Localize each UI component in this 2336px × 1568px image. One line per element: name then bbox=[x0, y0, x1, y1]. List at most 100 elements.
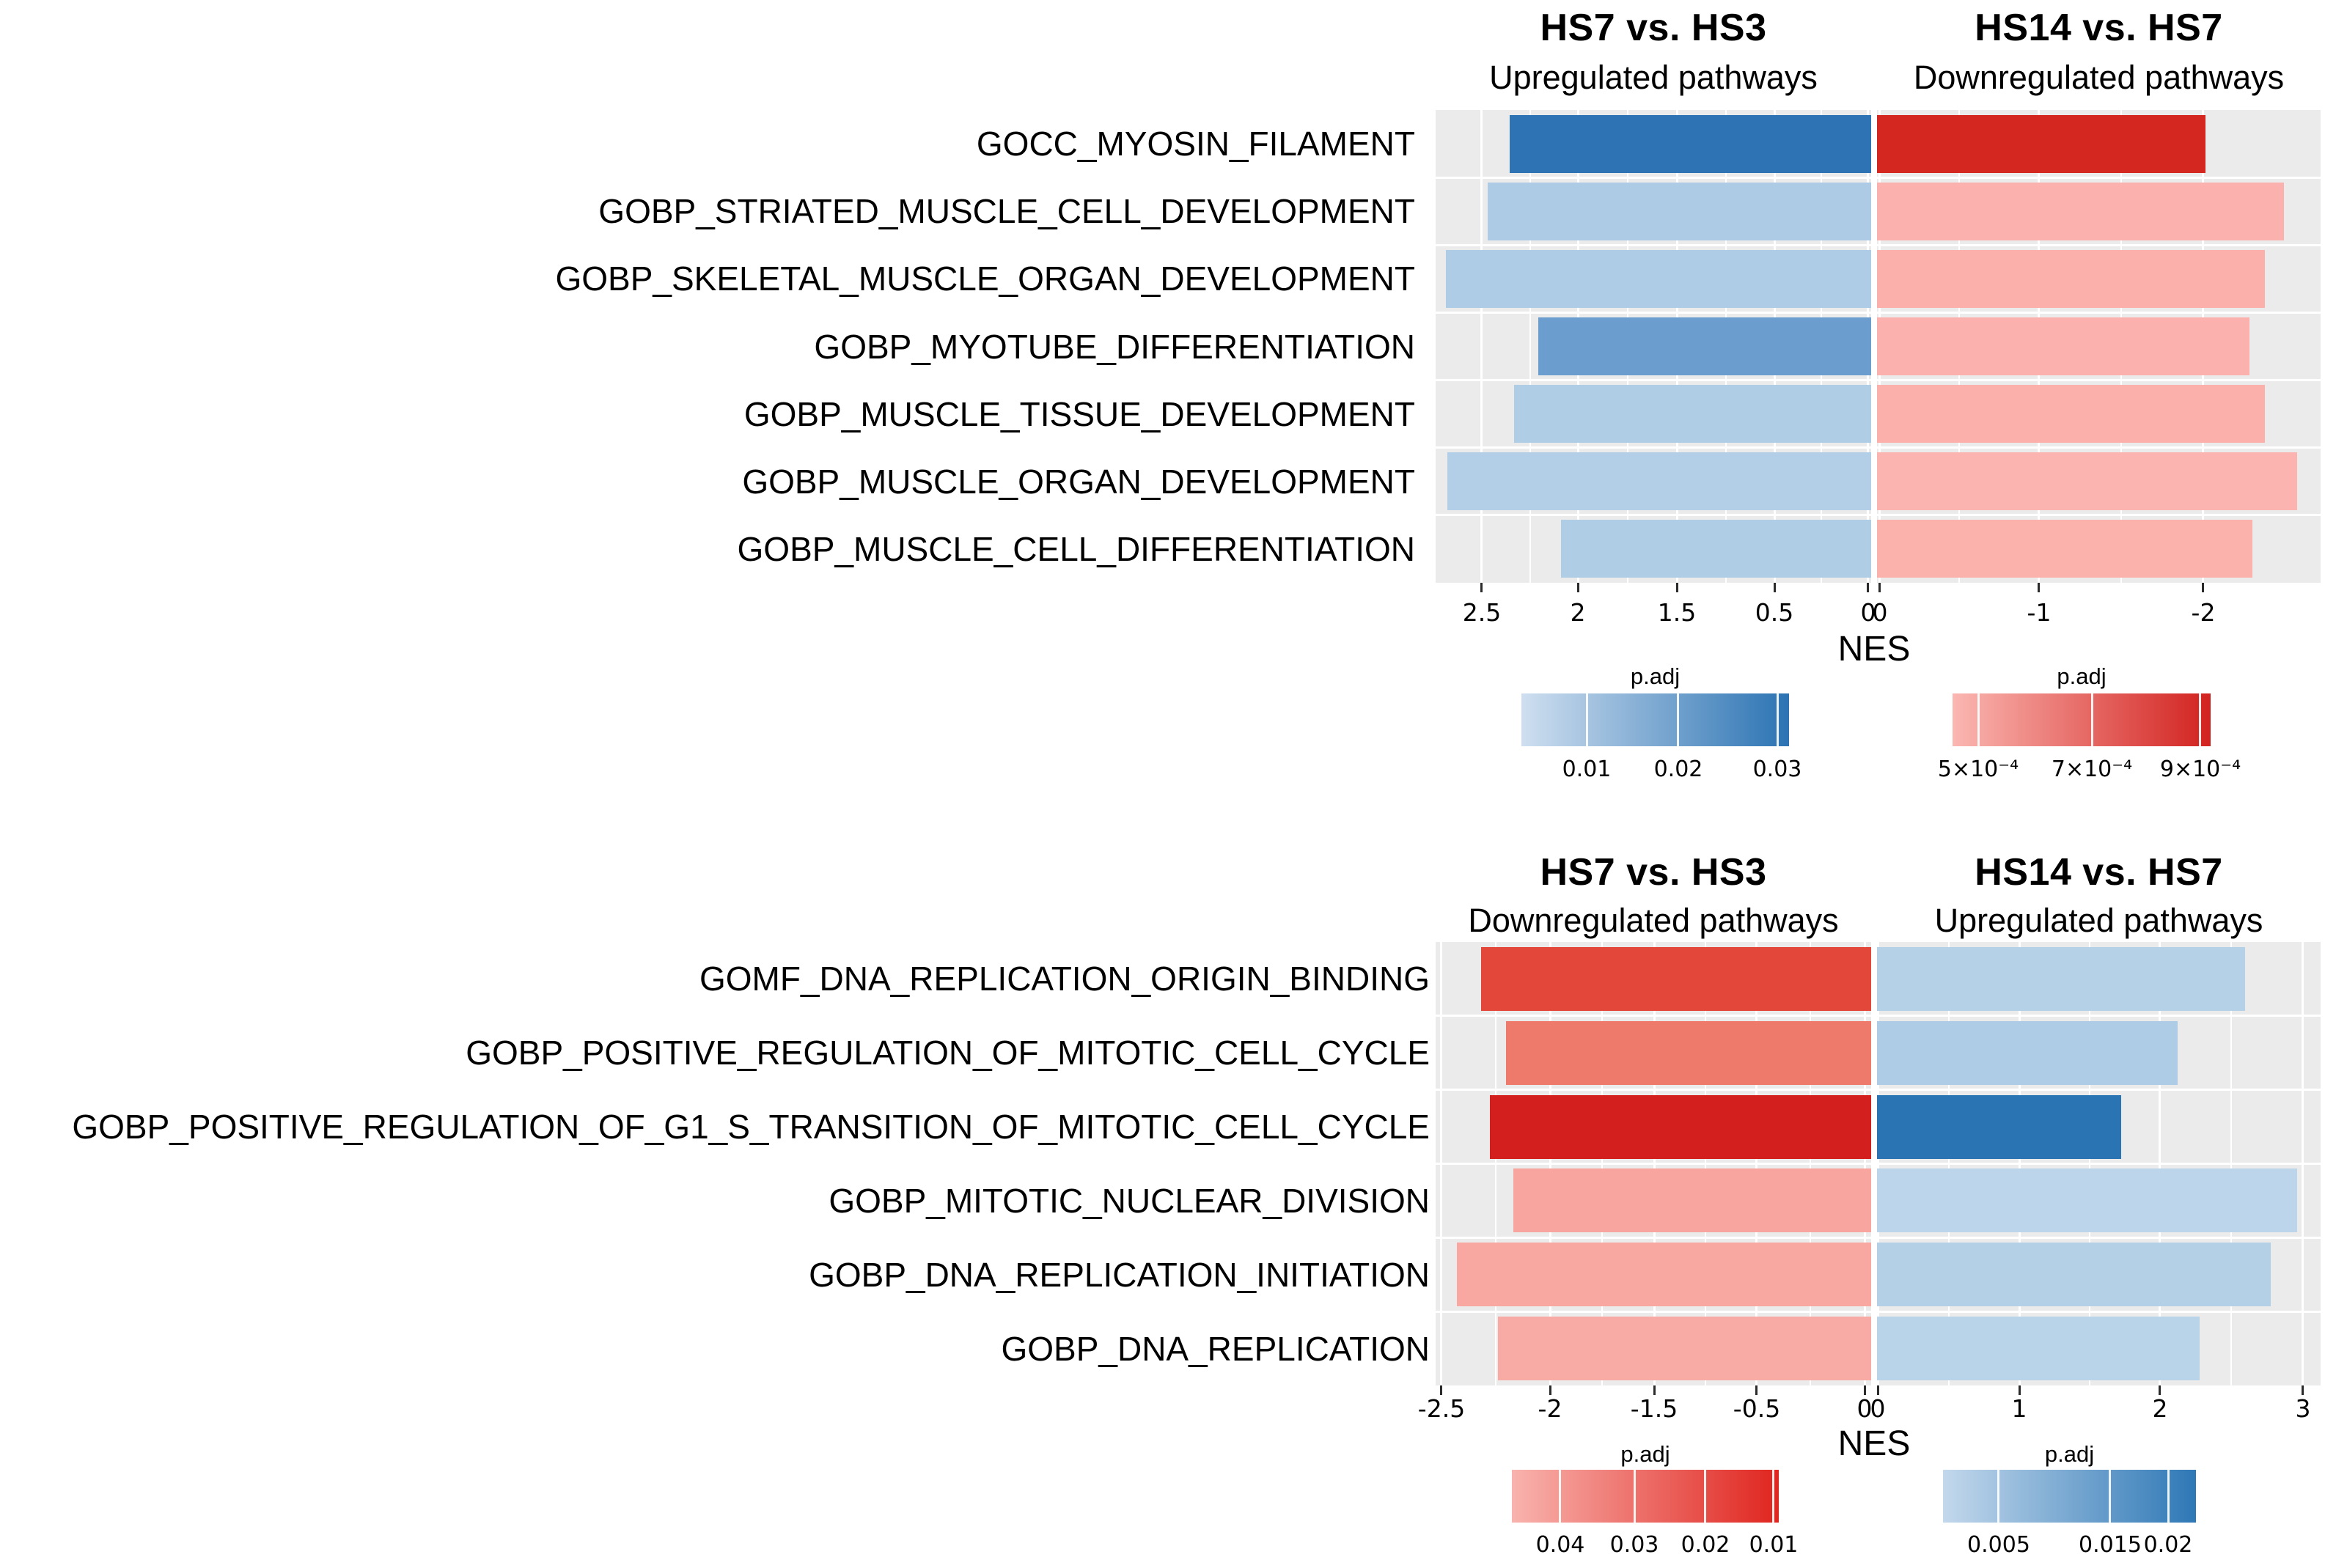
facet-panel bbox=[1877, 942, 2321, 1385]
row-gridline bbox=[1436, 1237, 1871, 1239]
pathway-label: GOBP_POSITIVE_REGULATION_OF_G1_S_TRANSIT… bbox=[72, 1108, 1430, 1146]
row-gridline bbox=[1436, 514, 1871, 516]
facet-title: HS14 vs. HS7 bbox=[1975, 851, 2223, 894]
nes-bar bbox=[1481, 947, 1871, 1011]
legend-tick-mark bbox=[1777, 693, 1779, 746]
legend-gradient bbox=[1521, 693, 1789, 746]
legend-tick-label: 5×10⁻⁴ bbox=[1937, 757, 2019, 782]
facet-title: HS7 vs. HS3 bbox=[1540, 851, 1767, 894]
facet-subtitle: Downregulated pathways bbox=[1468, 902, 1839, 939]
pathway-label: GOBP_STRIATED_MUSCLE_CELL_DEVELOPMENT bbox=[598, 192, 1415, 230]
row-gridline bbox=[1436, 244, 1871, 246]
legend-tick-mark bbox=[1559, 1470, 1561, 1523]
axis-tick bbox=[1877, 1385, 1879, 1395]
category-tick bbox=[1427, 210, 1436, 213]
axis-tick bbox=[1867, 583, 1869, 592]
facet-panel bbox=[1436, 110, 1871, 583]
legend-tick-mark bbox=[1704, 1470, 1706, 1523]
nes-bar bbox=[1538, 317, 1871, 375]
legend-gradient bbox=[1953, 693, 2211, 746]
axis-tick-label: -2 bbox=[2191, 598, 2216, 627]
nes-bar bbox=[1490, 1095, 1871, 1159]
nes-bar bbox=[1561, 520, 1871, 578]
row-gridline bbox=[1877, 177, 2321, 179]
row-gridline bbox=[1436, 446, 1871, 449]
legend-title: p.adj bbox=[1620, 1441, 1670, 1467]
pathway-label: GOBP_DNA_REPLICATION bbox=[1001, 1330, 1430, 1368]
axis-tick bbox=[1440, 1385, 1442, 1395]
axis-tick bbox=[1549, 1385, 1551, 1395]
nes-bar bbox=[1877, 317, 2249, 375]
row-gridline bbox=[1436, 1163, 1871, 1165]
legend-tick-mark bbox=[2199, 693, 2201, 746]
legend-tick-mark bbox=[1586, 693, 1588, 746]
legend-tick-label: 0.02 bbox=[1653, 757, 1703, 782]
axis-tick bbox=[1480, 583, 1483, 592]
category-tick bbox=[1427, 978, 1436, 980]
nes-bar bbox=[1877, 452, 2297, 510]
minor-gridline bbox=[1529, 110, 1531, 583]
axis-tick bbox=[2038, 583, 2040, 592]
nes-bar bbox=[1877, 1317, 2200, 1380]
legend-tick-label: 0.02 bbox=[2143, 1532, 2193, 1558]
legend-title: p.adj bbox=[2044, 1441, 2095, 1467]
axis-tick bbox=[2019, 1385, 2021, 1395]
row-gridline bbox=[1436, 177, 1871, 179]
nes-bar bbox=[1488, 183, 1871, 240]
row-gridline bbox=[1877, 1015, 2321, 1017]
axis-tick-label: 1 bbox=[2011, 1394, 2027, 1423]
axis-tick-label: 1.5 bbox=[1657, 598, 1697, 627]
x-axis-label: NES bbox=[1837, 1424, 1911, 1463]
category-tick bbox=[1427, 278, 1436, 280]
nes-bar bbox=[1877, 183, 2284, 240]
nes-bar bbox=[1514, 385, 1871, 443]
axis-tick bbox=[1653, 1385, 1656, 1395]
axis-tick-label: 2.5 bbox=[1462, 598, 1502, 627]
pathway-label: GOBP_MUSCLE_TISSUE_DEVELOPMENT bbox=[743, 395, 1415, 433]
row-gridline bbox=[1436, 1089, 1871, 1091]
row-gridline bbox=[1877, 312, 2321, 314]
legend-gradient bbox=[1512, 1470, 1779, 1523]
legend-tick-label: 0.005 bbox=[1967, 1532, 2030, 1558]
legend-tick-mark bbox=[1634, 1470, 1636, 1523]
pathway-label: GOBP_MUSCLE_CELL_DIFFERENTIATION bbox=[737, 530, 1415, 568]
category-tick bbox=[1427, 548, 1436, 550]
pathway-label: GOBP_SKELETAL_MUSCLE_ORGAN_DEVELOPMENT bbox=[555, 260, 1415, 298]
legend-tick-label: 9×10⁻⁴ bbox=[2159, 757, 2241, 782]
legend-tick-label: 0.03 bbox=[1609, 1532, 1659, 1558]
legend-tick-label: 0.01 bbox=[1562, 757, 1612, 782]
row-gridline bbox=[1436, 1015, 1871, 1017]
row-gridline bbox=[1877, 379, 2321, 381]
nes-bar bbox=[1877, 947, 2245, 1011]
axis-tick bbox=[2159, 1385, 2161, 1395]
nes-bar bbox=[1513, 1168, 1871, 1232]
legend-gradient bbox=[1943, 1470, 2196, 1523]
category-tick bbox=[1427, 480, 1436, 482]
category-tick bbox=[1427, 1273, 1436, 1276]
nes-bar bbox=[1877, 1243, 2271, 1306]
nes-bar bbox=[1877, 520, 2252, 578]
category-tick bbox=[1427, 1052, 1436, 1054]
legend-tick-label: 0.03 bbox=[1752, 757, 1802, 782]
pathway-label: GOBP_MUSCLE_ORGAN_DEVELOPMENT bbox=[742, 463, 1415, 501]
row-gridline bbox=[1877, 514, 2321, 516]
axis-tick-label: -2 bbox=[1538, 1394, 1562, 1423]
row-gridline bbox=[1877, 1311, 2321, 1313]
axis-tick-label: 3 bbox=[2295, 1394, 2311, 1423]
pathway-label: GOBP_DNA_REPLICATION_INITIATION bbox=[809, 1256, 1430, 1294]
legend-tick-mark bbox=[2109, 1470, 2111, 1523]
axis-tick-label: 0 bbox=[1872, 598, 1888, 627]
axis-tick bbox=[1676, 583, 1678, 592]
legend-tick-mark bbox=[1997, 1470, 1999, 1523]
legend-tick-mark bbox=[1772, 1470, 1774, 1523]
row-gridline bbox=[1877, 1163, 2321, 1165]
legend-title: p.adj bbox=[2057, 663, 2107, 689]
row-gridline bbox=[1877, 244, 2321, 246]
legend-title: p.adj bbox=[1630, 663, 1681, 689]
axis-tick-label: -2.5 bbox=[1417, 1394, 1466, 1423]
axis-tick-label: -1.5 bbox=[1630, 1394, 1678, 1423]
legend-tick-label: 0.04 bbox=[1535, 1532, 1585, 1558]
axis-tick bbox=[1878, 583, 1881, 592]
axis-tick bbox=[1755, 1385, 1757, 1395]
